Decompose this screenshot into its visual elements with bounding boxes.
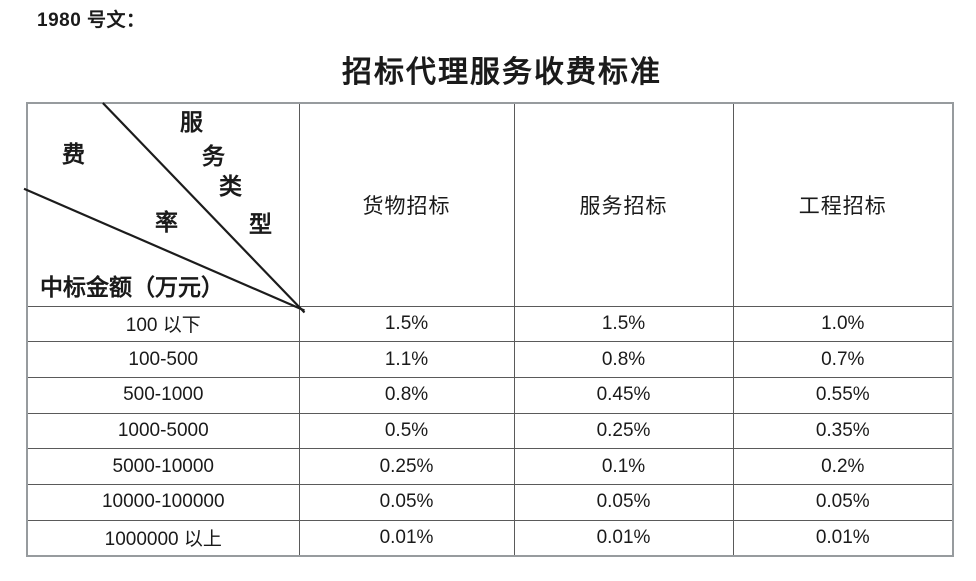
page-title: 招标代理服务收费标准 bbox=[342, 56, 662, 89]
cell-value: 0.01% bbox=[732, 519, 954, 557]
corner-label-fee-rate-char: 率 bbox=[155, 210, 178, 235]
corner-label-service-type-char: 服 bbox=[180, 110, 203, 135]
table-row: 500-1000 0.8% 0.45% 0.55% bbox=[26, 376, 954, 414]
table-row: 10000-100000 0.05% 0.05% 0.05% bbox=[26, 483, 954, 521]
doc-reference-label: 1980 号文： bbox=[37, 10, 146, 31]
cell-value: 0.8% bbox=[298, 376, 515, 414]
cell-value: 1.1% bbox=[298, 341, 515, 378]
diagonal-line-lower bbox=[23, 187, 305, 312]
row-label: 100 以下 bbox=[26, 305, 300, 343]
table-row: 1000000 以上 0.01% 0.01% 0.01% bbox=[26, 519, 954, 557]
corner-header-cell: 服 务 类 型 费 率 中标金额（万元） bbox=[23, 102, 306, 314]
fee-standard-table: 服 务 类 型 费 率 中标金额（万元） 货物招标 服务招标 工程招标 100 … bbox=[23, 102, 954, 557]
column-header-services: 服务招标 bbox=[513, 102, 734, 307]
cell-value: 0.25% bbox=[298, 448, 515, 485]
cell-value: 0.5% bbox=[298, 412, 515, 450]
table-row: 100 以下 1.5% 1.5% 1.0% bbox=[26, 305, 954, 343]
row-label: 1000-5000 bbox=[26, 412, 300, 450]
corner-label-bid-amount: 中标金额（万元） bbox=[40, 275, 224, 300]
cell-value: 0.01% bbox=[298, 519, 515, 557]
column-header-engineering: 工程招标 bbox=[732, 102, 954, 307]
row-label: 1000000 以上 bbox=[26, 519, 300, 557]
cell-value: 0.55% bbox=[732, 376, 954, 414]
cell-value: 0.35% bbox=[732, 412, 954, 450]
cell-value: 0.05% bbox=[732, 483, 954, 521]
corner-label-service-type-char: 务 bbox=[202, 144, 225, 169]
corner-label-fee-rate-char: 费 bbox=[62, 142, 85, 167]
corner-label-service-type-char: 型 bbox=[249, 212, 272, 237]
cell-value: 1.0% bbox=[732, 305, 954, 343]
row-label: 10000-100000 bbox=[26, 483, 300, 521]
corner-label-service-type-char: 类 bbox=[219, 174, 242, 199]
cell-value: 1.5% bbox=[298, 305, 515, 343]
cell-value: 0.45% bbox=[513, 376, 734, 414]
column-header-goods: 货物招标 bbox=[298, 102, 515, 307]
cell-value: 1.5% bbox=[513, 305, 734, 343]
cell-value: 0.8% bbox=[513, 341, 734, 378]
row-label: 5000-10000 bbox=[26, 448, 300, 485]
diagonal-line-upper bbox=[102, 102, 306, 314]
diagonal-divider-lines bbox=[23, 102, 306, 314]
row-label: 100-500 bbox=[26, 341, 300, 378]
table-row: 1000-5000 0.5% 0.25% 0.35% bbox=[26, 412, 954, 450]
table-row: 100-500 1.1% 0.8% 0.7% bbox=[26, 341, 954, 378]
cell-value: 0.05% bbox=[513, 483, 734, 521]
cell-value: 0.1% bbox=[513, 448, 734, 485]
table-header-row: 服 务 类 型 费 率 中标金额（万元） 货物招标 服务招标 工程招标 bbox=[23, 102, 954, 314]
cell-value: 0.7% bbox=[732, 341, 954, 378]
table-row: 5000-10000 0.25% 0.1% 0.2% bbox=[26, 448, 954, 485]
cell-value: 0.05% bbox=[298, 483, 515, 521]
row-label: 500-1000 bbox=[26, 376, 300, 414]
cell-value: 0.2% bbox=[732, 448, 954, 485]
cell-value: 0.25% bbox=[513, 412, 734, 450]
cell-value: 0.01% bbox=[513, 519, 734, 557]
